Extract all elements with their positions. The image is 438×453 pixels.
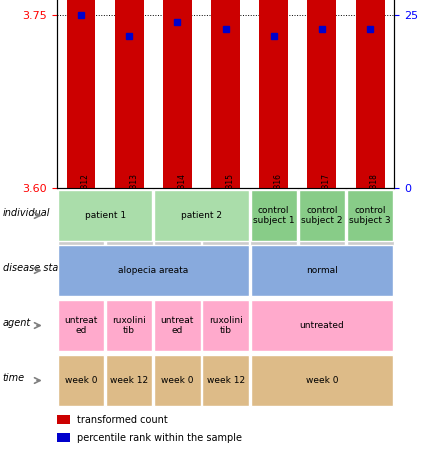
Text: GSM1414316: GSM1414316 — [274, 173, 283, 224]
Text: individual: individual — [3, 208, 50, 218]
FancyBboxPatch shape — [106, 355, 152, 406]
Text: week 0: week 0 — [65, 376, 97, 385]
FancyBboxPatch shape — [251, 355, 393, 406]
Text: untreat
ed: untreat ed — [161, 316, 194, 335]
FancyBboxPatch shape — [154, 300, 201, 351]
Bar — [356, 0, 385, 188]
Text: control
subject 1: control subject 1 — [253, 206, 295, 225]
Text: GSM1414315: GSM1414315 — [226, 173, 235, 224]
Text: GSM1414312: GSM1414312 — [81, 173, 90, 224]
Text: GSM1414313: GSM1414313 — [129, 173, 138, 224]
FancyBboxPatch shape — [347, 190, 393, 241]
Bar — [57, 415, 71, 424]
Text: week 0: week 0 — [161, 376, 194, 385]
Text: disease state: disease state — [3, 263, 68, 273]
Text: GSM1414314: GSM1414314 — [177, 173, 187, 224]
Text: agent: agent — [3, 318, 31, 328]
Text: percentile rank within the sample: percentile rank within the sample — [77, 433, 242, 443]
Text: patient 1: patient 1 — [85, 211, 126, 220]
Bar — [259, 0, 288, 188]
FancyBboxPatch shape — [202, 300, 249, 351]
Bar — [57, 434, 71, 443]
Text: control
subject 3: control subject 3 — [349, 206, 391, 225]
Bar — [163, 0, 192, 188]
Bar — [115, 0, 144, 188]
Text: GSM1414318: GSM1414318 — [370, 173, 379, 224]
FancyBboxPatch shape — [58, 355, 104, 406]
Bar — [67, 0, 95, 188]
Text: week 12: week 12 — [206, 376, 245, 385]
FancyBboxPatch shape — [251, 245, 393, 296]
Text: untreated: untreated — [300, 321, 344, 330]
FancyBboxPatch shape — [154, 355, 201, 406]
FancyBboxPatch shape — [299, 190, 345, 241]
Bar — [307, 0, 336, 188]
Text: time: time — [3, 373, 25, 383]
FancyBboxPatch shape — [251, 300, 393, 351]
FancyBboxPatch shape — [251, 190, 297, 241]
Bar — [211, 0, 240, 188]
FancyBboxPatch shape — [347, 190, 393, 274]
Text: ruxolini
tib: ruxolini tib — [208, 316, 243, 335]
FancyBboxPatch shape — [106, 300, 152, 351]
Text: GSM1414317: GSM1414317 — [322, 173, 331, 224]
FancyBboxPatch shape — [299, 190, 345, 274]
FancyBboxPatch shape — [58, 190, 152, 241]
FancyBboxPatch shape — [58, 245, 249, 296]
FancyBboxPatch shape — [58, 190, 104, 274]
FancyBboxPatch shape — [58, 300, 104, 351]
FancyBboxPatch shape — [251, 190, 297, 274]
Text: alopecia areata: alopecia areata — [118, 266, 188, 275]
Text: week 0: week 0 — [306, 376, 338, 385]
Text: week 12: week 12 — [110, 376, 148, 385]
FancyBboxPatch shape — [154, 190, 249, 241]
Text: untreat
ed: untreat ed — [64, 316, 98, 335]
Text: ruxolini
tib: ruxolini tib — [112, 316, 146, 335]
FancyBboxPatch shape — [202, 355, 249, 406]
FancyBboxPatch shape — [202, 190, 249, 274]
Text: transformed count: transformed count — [77, 415, 168, 425]
Text: control
subject 2: control subject 2 — [301, 206, 343, 225]
FancyBboxPatch shape — [154, 190, 201, 274]
Text: patient 2: patient 2 — [181, 211, 222, 220]
Text: normal: normal — [306, 266, 338, 275]
FancyBboxPatch shape — [106, 190, 152, 274]
